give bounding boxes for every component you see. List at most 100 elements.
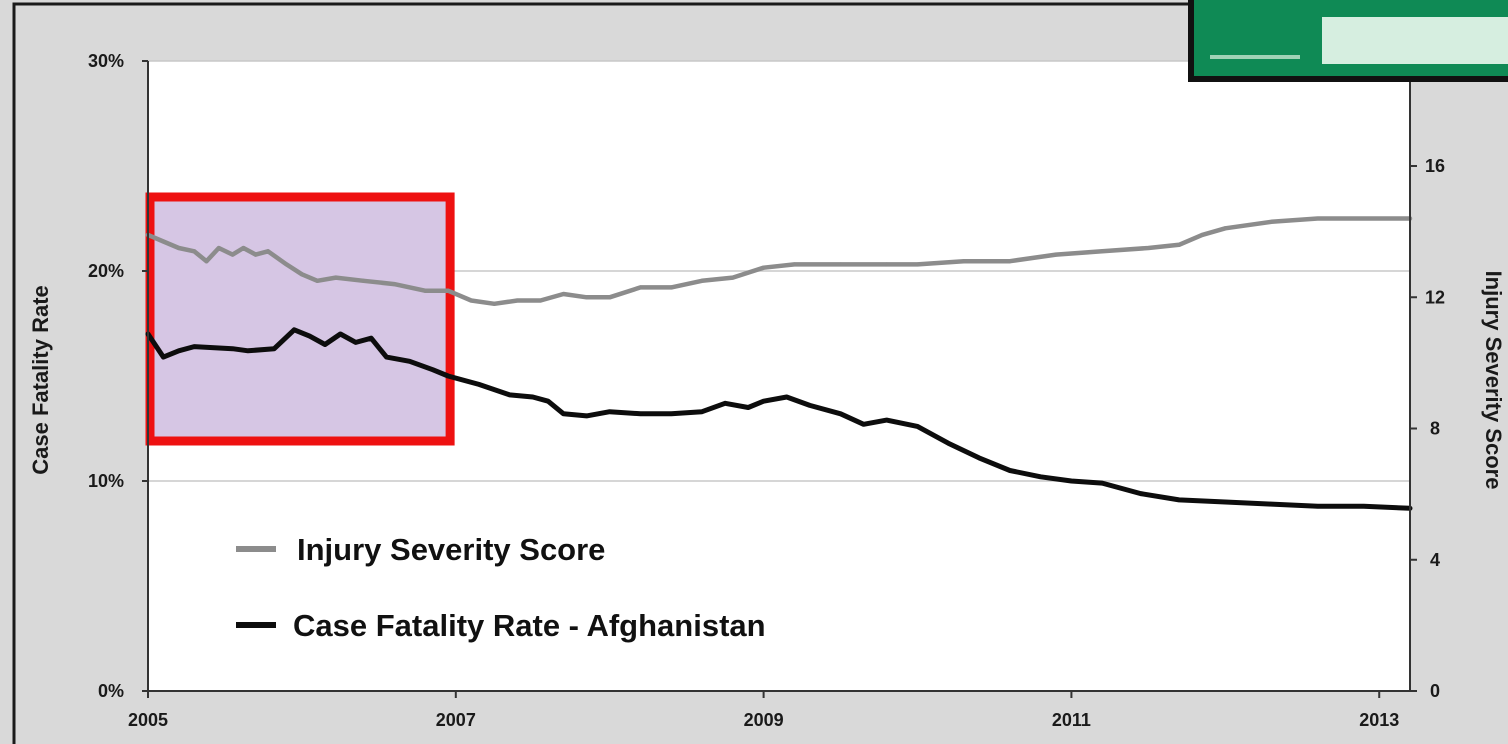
data-point-1-25 — [669, 411, 674, 416]
data-point-1-5 — [246, 348, 250, 353]
data-point-1-21 — [561, 411, 566, 416]
data-point-0-39 — [1177, 242, 1182, 247]
legend-label-injury-severity: Injury Severity Score — [297, 532, 605, 567]
inset-caption-mark — [1210, 55, 1300, 59]
inset-thumbnail — [1188, 0, 1508, 82]
data-point-0-12 — [315, 278, 320, 283]
data-point-0-17 — [446, 288, 451, 293]
data-point-1-34 — [884, 418, 889, 423]
inset-light-panel — [1322, 17, 1508, 64]
data-point-0-31 — [838, 262, 843, 267]
data-point-1-22 — [584, 413, 589, 418]
data-point-0-37 — [1100, 249, 1105, 254]
left-tick-label-0: 0% — [98, 681, 124, 701]
data-point-0-7 — [241, 246, 246, 250]
data-point-0-8 — [253, 252, 258, 257]
x-tick-label-2: 2009 — [744, 710, 784, 730]
data-point-0-21 — [538, 298, 543, 303]
data-point-1-39 — [1038, 474, 1043, 479]
data-point-0-33 — [915, 262, 920, 267]
data-point-0-16 — [423, 288, 427, 293]
data-point-1-18 — [507, 392, 512, 397]
x-tick-label-3: 2011 — [1052, 710, 1091, 730]
data-point-1-33 — [861, 422, 866, 427]
data-point-0-20 — [515, 298, 520, 303]
data-point-1-36 — [946, 441, 951, 446]
data-point-0-40 — [1200, 232, 1205, 237]
data-point-1-3 — [192, 344, 197, 349]
data-point-0-10 — [284, 262, 289, 267]
data-point-0-27 — [700, 278, 704, 283]
data-point-0-13 — [333, 275, 338, 280]
data-point-0-25 — [638, 285, 643, 290]
data-point-1-13 — [384, 355, 389, 360]
data-point-0-43 — [1315, 216, 1320, 221]
data-point-1-4 — [230, 346, 235, 351]
data-point-0-34 — [961, 259, 966, 264]
data-point-1-28 — [746, 405, 751, 410]
data-point-0-5 — [216, 246, 221, 250]
data-point-0-45 — [1392, 216, 1397, 221]
legend-label-case-fatality: Case Fatality Rate - Afghanistan — [293, 608, 766, 643]
data-point-1-43 — [1177, 497, 1182, 502]
data-point-0-44 — [1361, 216, 1366, 221]
data-point-0-9 — [266, 249, 270, 254]
right-tick-label-4: 16 — [1425, 156, 1445, 176]
data-point-1-30 — [784, 395, 789, 399]
data-point-0-18 — [469, 298, 474, 303]
data-point-1-1 — [161, 355, 166, 360]
data-point-0-26 — [669, 285, 674, 290]
data-point-0-4 — [204, 259, 209, 264]
data-point-1-8 — [307, 334, 312, 339]
data-point-1-15 — [430, 367, 435, 372]
data-point-0-35 — [1007, 259, 1012, 264]
data-point-1-32 — [838, 411, 843, 416]
data-point-1-12 — [369, 336, 374, 341]
data-point-0-19 — [492, 301, 497, 306]
data-point-1-19 — [530, 395, 535, 399]
x-tick-label-1: 2007 — [436, 710, 476, 730]
data-point-0-15 — [392, 282, 397, 287]
data-point-1-46 — [1315, 504, 1320, 509]
data-point-1-11 — [353, 340, 358, 345]
data-point-1-16 — [446, 374, 451, 378]
data-point-1-20 — [546, 399, 551, 404]
data-point-0-32 — [884, 262, 889, 267]
right-axis-title: Injury Severity Score — [1481, 271, 1506, 490]
x-tick-label-0: 2005 — [128, 710, 168, 730]
data-point-1-45 — [1269, 502, 1274, 507]
legend: Injury Severity Score Case Fatality Rate… — [236, 532, 766, 643]
data-point-0-23 — [584, 295, 589, 300]
data-point-0-28 — [730, 275, 735, 280]
chart-frame — [12, 2, 1508, 744]
x-tick-label-4: 2013 — [1359, 710, 1399, 730]
data-point-1-27 — [723, 401, 728, 406]
data-point-0-3 — [192, 249, 197, 254]
data-point-0-29 — [761, 265, 766, 270]
left-axis-title: Case Fatality Rate — [28, 285, 53, 475]
data-point-1-17 — [476, 382, 481, 387]
left-tick-label-3: 30% — [88, 51, 124, 71]
data-point-0-24 — [607, 295, 612, 300]
data-point-1-37 — [977, 455, 982, 460]
data-point-0-6 — [230, 252, 235, 257]
data-point-0-22 — [561, 292, 566, 296]
data-point-0-1 — [161, 239, 166, 244]
left-tick-label-1: 10% — [88, 471, 124, 491]
data-point-0-36 — [1054, 252, 1058, 257]
data-point-0-14 — [361, 278, 366, 283]
data-point-1-44 — [1223, 500, 1228, 504]
series-layer — [145, 216, 1413, 511]
left-tick-label-2: 20% — [88, 261, 124, 281]
data-point-1-40 — [1069, 479, 1074, 483]
data-point-1-24 — [638, 411, 643, 416]
data-point-1-26 — [700, 409, 704, 414]
axes: 0% 10% 20% 30% 0 4 8 12 16 2005 2007 2009 2011 2013 — [88, 51, 1445, 730]
data-point-1-23 — [607, 409, 612, 414]
data-point-0-41 — [1223, 226, 1228, 231]
data-point-0-11 — [299, 272, 304, 277]
data-point-1-41 — [1100, 481, 1105, 486]
right-tick-label-1: 4 — [1430, 550, 1440, 570]
highlight-region — [145, 192, 455, 446]
